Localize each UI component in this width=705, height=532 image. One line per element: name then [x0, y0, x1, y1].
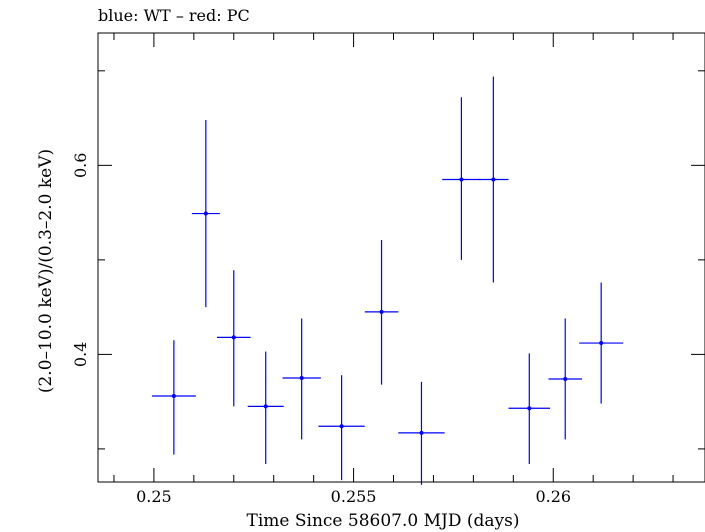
data-point: [364, 240, 399, 385]
x-tick-label: 0.255: [331, 487, 377, 506]
point-marker: [419, 430, 424, 435]
data-point: [398, 381, 445, 485]
x-tick-label: 0.25: [136, 487, 172, 506]
point-marker: [527, 406, 532, 411]
point-marker: [299, 376, 304, 381]
point-marker: [203, 211, 208, 216]
x-axis-label: Time Since 58607.0 MJD (days): [247, 511, 520, 531]
x-axis: 0.25 0.255 0.26: [113, 33, 674, 506]
point-marker: [563, 376, 568, 381]
data-point: [191, 119, 220, 308]
data-point: [548, 318, 583, 440]
point-marker: [231, 335, 236, 340]
y-axis-label: (2.0–10.0 keV)/(0.3–2.0 keV): [36, 149, 56, 393]
y-axis: 0.4 0.6: [71, 70, 705, 450]
data-point: [282, 318, 321, 440]
data-point: [217, 270, 251, 407]
y-tick-label: 0.4: [71, 342, 90, 367]
point-marker: [599, 341, 604, 346]
y-tick-label: 0.6: [71, 153, 90, 178]
point-marker: [339, 424, 344, 429]
data-point: [151, 340, 196, 455]
point-marker: [491, 177, 496, 182]
data-point: [247, 351, 284, 465]
point-marker: [379, 309, 384, 314]
data-point: [442, 97, 481, 260]
data-point: [579, 282, 624, 404]
data-points: [151, 76, 624, 485]
data-point: [508, 353, 551, 465]
data-point: [478, 76, 509, 283]
chart-title: blue: WT – red: PC: [98, 6, 250, 25]
x-tick-label: 0.26: [535, 487, 571, 506]
plot-frame: [97, 32, 705, 483]
point-marker: [171, 393, 176, 398]
data-point: [318, 375, 365, 481]
point-marker: [263, 404, 268, 409]
point-marker: [459, 177, 464, 182]
